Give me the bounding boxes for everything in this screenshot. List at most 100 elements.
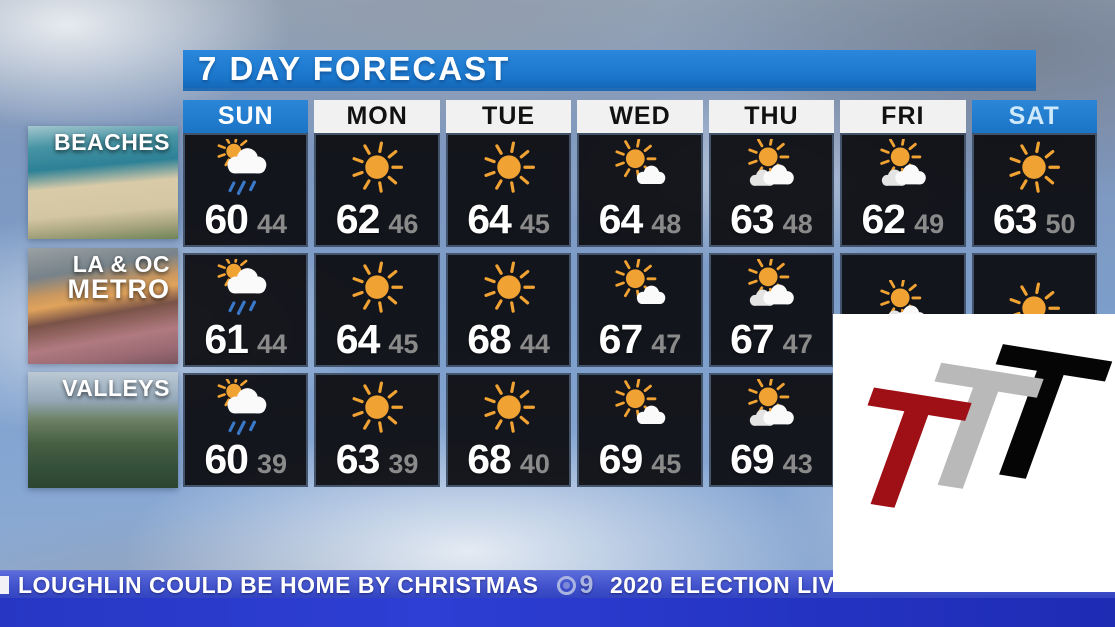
forecast-cell-beaches-wed: 64 48 <box>577 133 703 247</box>
station-eye-icon <box>556 575 576 595</box>
region-label-line: VALLEYS <box>62 375 170 401</box>
weather-icon-wrap <box>189 379 302 439</box>
rain-sun-icon <box>217 139 267 195</box>
channel-number: 9 <box>579 570 594 599</box>
forecast-cell-beaches-mon: 62 46 <box>314 133 440 247</box>
temps: 62 46 <box>336 199 419 242</box>
day-label: THU <box>744 102 799 130</box>
kcal9-station-badge: 9 <box>556 570 594 599</box>
low-temp: 40 <box>519 449 550 479</box>
forecast-cell-metro-mon: 64 45 <box>314 253 440 367</box>
region-card-la-oc-metro: LA & OC METRO <box>28 248 178 364</box>
sunny-icon <box>483 141 535 193</box>
day-label: WED <box>609 102 671 130</box>
weather-icon-wrap <box>846 139 959 199</box>
mostly-sunny-icon <box>615 139 666 185</box>
low-temp: 45 <box>651 449 682 479</box>
low-temp: 44 <box>519 329 550 359</box>
region-label-la-oc-metro: LA & OC METRO <box>68 251 171 304</box>
high-temp: 62 <box>335 196 381 242</box>
weather-icon-wrap <box>583 259 696 319</box>
temps: 68 40 <box>467 439 550 482</box>
day-label: SUN <box>217 102 274 130</box>
partly-cloudy-icon <box>880 139 926 186</box>
low-temp: 48 <box>782 209 813 239</box>
day-label: FRI <box>881 102 925 130</box>
forecast-cell-beaches-sun: 60 44 <box>183 133 309 247</box>
forecast-cell-beaches-fri: 62 49 <box>840 133 966 247</box>
temps: 63 39 <box>336 439 419 482</box>
temps: 62 49 <box>861 199 944 242</box>
low-temp: 39 <box>388 449 419 479</box>
day-header-fri: FRI <box>840 100 966 133</box>
day-header-sat: SAT <box>971 100 1097 133</box>
temps: 68 44 <box>467 319 550 362</box>
temps: 69 45 <box>599 439 682 482</box>
sunny-icon <box>352 261 404 313</box>
low-temp: 44 <box>256 209 288 239</box>
region-label-line: LA & OC <box>72 251 170 277</box>
temps: 69 43 <box>730 439 813 482</box>
region-label-line: BEACHES <box>54 129 170 155</box>
high-temp: 68 <box>467 316 512 362</box>
forecast-cell-valleys-wed: 69 45 <box>577 373 703 487</box>
low-temp: 47 <box>651 329 682 359</box>
day-label: TUE <box>482 102 536 130</box>
weather-icon-wrap <box>452 379 565 439</box>
high-temp: 69 <box>730 436 775 482</box>
forecast-cell-beaches-thu: 63 48 <box>708 133 835 247</box>
low-temp: 50 <box>1045 209 1076 239</box>
forecast-cell-valleys-sun: 60 39 <box>183 373 309 487</box>
partly-cloudy-icon <box>748 379 795 426</box>
temps: 60 44 <box>204 199 287 242</box>
day-header-sun: SUN <box>183 100 309 133</box>
low-temp: 43 <box>782 449 813 479</box>
high-temp: 68 <box>467 436 512 482</box>
day-label: SAT <box>1008 102 1060 130</box>
temps: 64 45 <box>336 319 419 362</box>
day-header-tue: TUE <box>445 100 572 133</box>
sunny-icon <box>1009 141 1061 193</box>
forecast-cell-metro-thu: 67 47 <box>708 253 835 367</box>
day-header-thu: THU <box>708 100 835 133</box>
ticker-lower-band <box>0 598 1115 627</box>
temps: 67 47 <box>599 319 682 362</box>
high-temp: 60 <box>204 436 249 482</box>
low-temp: 48 <box>651 209 682 239</box>
weather-icon-wrap <box>452 139 565 199</box>
station-logo-overlay: T T T <box>833 314 1115 592</box>
day-header-row: SUN MON TUE WED THU FRI SAT <box>183 100 1097 133</box>
weather-icon-wrap <box>189 139 302 199</box>
low-temp: 49 <box>914 209 945 239</box>
temps: 60 39 <box>204 439 287 482</box>
high-temp: 63 <box>992 196 1038 242</box>
forecast-cell-metro-wed: 67 47 <box>577 253 703 367</box>
low-temp: 45 <box>519 209 550 239</box>
weather-icon-wrap <box>715 139 828 199</box>
high-temp: 62 <box>861 196 906 242</box>
rain-sun-icon <box>217 259 267 315</box>
sunny-icon <box>352 381 404 433</box>
high-temp: 64 <box>467 196 512 242</box>
weather-icon-wrap <box>583 379 696 439</box>
low-temp: 44 <box>256 329 288 359</box>
weather-icon-wrap <box>452 259 565 319</box>
forecast-cell-valleys-tue: 68 40 <box>445 373 572 487</box>
partly-cloudy-icon <box>748 259 795 306</box>
mostly-sunny-icon <box>615 259 666 305</box>
sunny-icon <box>483 381 535 433</box>
high-temp: 67 <box>598 316 644 362</box>
forecast-cell-valleys-thu: 69 43 <box>708 373 835 487</box>
high-temp: 64 <box>598 196 644 242</box>
weather-icon-wrap <box>715 379 828 439</box>
weather-icon-wrap <box>583 139 696 199</box>
weather-icon-wrap <box>189 259 302 319</box>
temps: 61 44 <box>204 319 287 362</box>
region-card-beaches: BEACHES <box>28 126 178 239</box>
low-temp: 39 <box>256 449 288 479</box>
page-title: 7 DAY FORECAST <box>198 50 511 87</box>
rain-sun-icon <box>217 379 267 435</box>
high-temp: 64 <box>335 316 381 362</box>
forecast-cell-beaches-sat: 63 50 <box>971 133 1097 247</box>
